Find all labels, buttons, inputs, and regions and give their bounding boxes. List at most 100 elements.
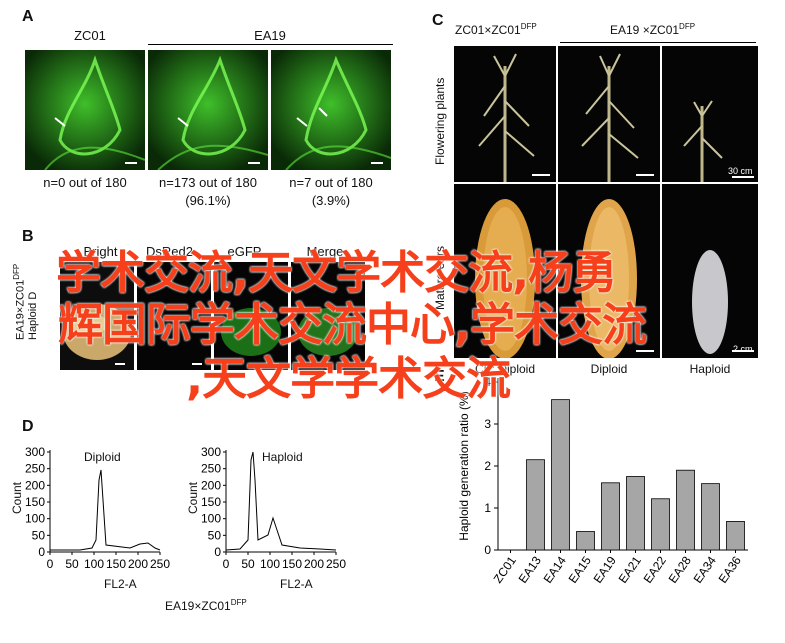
panel-b-col-bright: Bright bbox=[83, 244, 118, 259]
haploid-xtick-label: 200 bbox=[304, 557, 324, 571]
haploid-ytick-label: 300 bbox=[201, 445, 221, 459]
haploid-xtick-label: 100 bbox=[260, 557, 280, 571]
panel-b-image-merge bbox=[291, 262, 365, 370]
panel-d-letter: D bbox=[22, 418, 34, 435]
embryo-sac-image bbox=[148, 50, 268, 170]
x-tick-label-ea14: EA14 bbox=[541, 553, 569, 585]
panel-a-caption-1: n=0 out of 180 bbox=[43, 175, 127, 190]
y-tick-label: 4 bbox=[484, 375, 491, 389]
x-tick-label-ea21: EA21 bbox=[616, 553, 644, 585]
panel-c-header-right-main: EA19 ×ZC01 bbox=[610, 23, 680, 37]
embryo-sac-image bbox=[25, 50, 145, 170]
diploid-ytick-label: 200 bbox=[25, 478, 45, 492]
bar-ea21 bbox=[626, 476, 645, 551]
bar-ea28 bbox=[676, 469, 695, 551]
overlay-text-line-2: 辉国际学术交流中心,学术交流 bbox=[58, 298, 647, 351]
panel-a-image-2 bbox=[148, 50, 268, 170]
diploid-xtick-label: 100 bbox=[84, 557, 104, 571]
panel-a-caption-3-pct: (3.9%) bbox=[311, 193, 351, 208]
panel-a-caption-2: n=173 out of 180 bbox=[159, 175, 257, 190]
panel-b-side-label-main: EA19×ZC01 bbox=[14, 279, 27, 340]
diploid-xtick-label: 0 bbox=[47, 557, 54, 571]
panel-d-left-ylabel: Count bbox=[10, 481, 24, 514]
panel-a-image-1 bbox=[25, 50, 145, 170]
diploid-xtick-label: 250 bbox=[150, 557, 170, 571]
embryo-sac-image bbox=[271, 50, 391, 170]
x-tick-label-ea13: EA13 bbox=[516, 553, 544, 585]
panel-d-right-title: Haploid bbox=[262, 450, 303, 464]
panel-c-header-right: EA19 ×ZC01DFP bbox=[610, 22, 695, 37]
diploid-ytick-label: 0 bbox=[38, 545, 45, 559]
panel-c-header-left-sup: DFP bbox=[520, 22, 537, 31]
haploid-ytick-label: 50 bbox=[208, 528, 222, 542]
diploid-xtick-label: 200 bbox=[128, 557, 148, 571]
haploid-ytick-label: 0 bbox=[214, 545, 221, 559]
overlay-text-line-1: 学术交流,天文学术交流,杨勇 bbox=[56, 246, 617, 299]
panel-c-letter: C bbox=[432, 12, 444, 29]
panel-a-letter: A bbox=[22, 8, 34, 25]
haploid-xtick-label: 250 bbox=[326, 557, 346, 571]
panel-c-ear-3 bbox=[662, 184, 758, 358]
panel-b-image-bright bbox=[60, 262, 134, 370]
panel-b-side-label-sup: DFP bbox=[12, 263, 21, 280]
diploid-ytick-label: 150 bbox=[25, 495, 45, 509]
diploid-xtick-label: 150 bbox=[106, 557, 126, 571]
diploid-ytick-label: 100 bbox=[25, 512, 45, 526]
haploid-xtick-label: 0 bbox=[223, 557, 230, 571]
panel-c-plant-3 bbox=[662, 46, 758, 182]
panel-b-letter: B bbox=[22, 228, 34, 245]
y-tick-label: 2 bbox=[484, 459, 491, 473]
panel-a-caption-3: n=7 out of 180 bbox=[289, 175, 373, 190]
panel-c-ear-2 bbox=[558, 184, 660, 358]
panel-d-left-title: Diploid bbox=[84, 450, 121, 464]
panel-c-header-left: ZC01×ZC01DFP bbox=[455, 22, 537, 37]
haploid-ytick-label: 250 bbox=[201, 462, 221, 476]
bar-ea14 bbox=[551, 399, 570, 551]
panel-c-plant-1 bbox=[454, 46, 556, 182]
bar-ea36 bbox=[726, 521, 745, 551]
panel-c-caption-haploid: Haploid bbox=[689, 362, 731, 376]
panel-c-scale-1: 30 cm bbox=[728, 166, 753, 176]
y-tick-label: 0 bbox=[484, 543, 491, 557]
panel-b-col-merge: Merge bbox=[306, 244, 344, 259]
panel-d-right-ylabel: Count bbox=[186, 481, 200, 514]
diploid-ytick-label: 300 bbox=[25, 445, 45, 459]
panel-e-letter: E bbox=[434, 368, 445, 385]
panel-b-image-egfp bbox=[214, 262, 288, 370]
haploid-ytick-label: 200 bbox=[201, 478, 221, 492]
panel-b-side-label-2: Haploid D bbox=[27, 291, 39, 340]
panel-d-footer-sup: DFP bbox=[230, 598, 247, 607]
histogram-diploid bbox=[49, 450, 161, 553]
panel-c-header-line bbox=[560, 42, 756, 43]
y-tick-label: 3 bbox=[484, 417, 491, 431]
panel-c-ear-1 bbox=[454, 184, 556, 358]
diploid-ytick-label: 50 bbox=[32, 528, 46, 542]
panel-d-right-xlabel: FL2-A bbox=[280, 577, 313, 591]
panel-c-row1-label: Flowering plants bbox=[433, 77, 447, 165]
x-tick-label-ea36: EA36 bbox=[716, 553, 744, 585]
x-tick-label-ea22: EA22 bbox=[641, 553, 669, 585]
haploid-ytick-label: 100 bbox=[201, 512, 221, 526]
x-tick-label-zc01: ZC01 bbox=[491, 553, 519, 585]
panel-c-header-left-main: ZC01×ZC01 bbox=[455, 23, 521, 37]
diploid-ytick-label: 250 bbox=[25, 462, 45, 476]
panel-b-side-label: EA19×ZC01DFP bbox=[12, 264, 27, 340]
panel-d-left-xlabel: FL2-A bbox=[104, 577, 137, 591]
panel-b-col-dsred: DsRed2 bbox=[146, 244, 193, 259]
panel-a-header-left: ZC01 bbox=[74, 28, 106, 43]
y-tick-label: 1 bbox=[484, 501, 491, 515]
panel-c-caption-diploid: Diploid bbox=[590, 362, 628, 376]
bar-ea34 bbox=[701, 483, 720, 551]
haploid-ratio-bar-chart: 01234ZC01EA13EA14EA15EA19EA21EA22EA28EA3… bbox=[457, 375, 748, 586]
panel-d-footer-main: EA19×ZC01 bbox=[165, 599, 231, 613]
panel-b-col-egfp: eGFP bbox=[227, 244, 262, 259]
panel-b-image-dsred bbox=[137, 262, 211, 370]
histogram-haploid bbox=[225, 450, 337, 553]
y-axis-label: Haploid generation ratio (%) bbox=[457, 391, 471, 540]
bar-ea22 bbox=[651, 498, 670, 551]
x-tick-label-ea19: EA19 bbox=[591, 553, 619, 585]
overlay-text-line-3: ,天文学学术交流 bbox=[186, 352, 511, 405]
x-tick-label-ea34: EA34 bbox=[691, 553, 719, 585]
